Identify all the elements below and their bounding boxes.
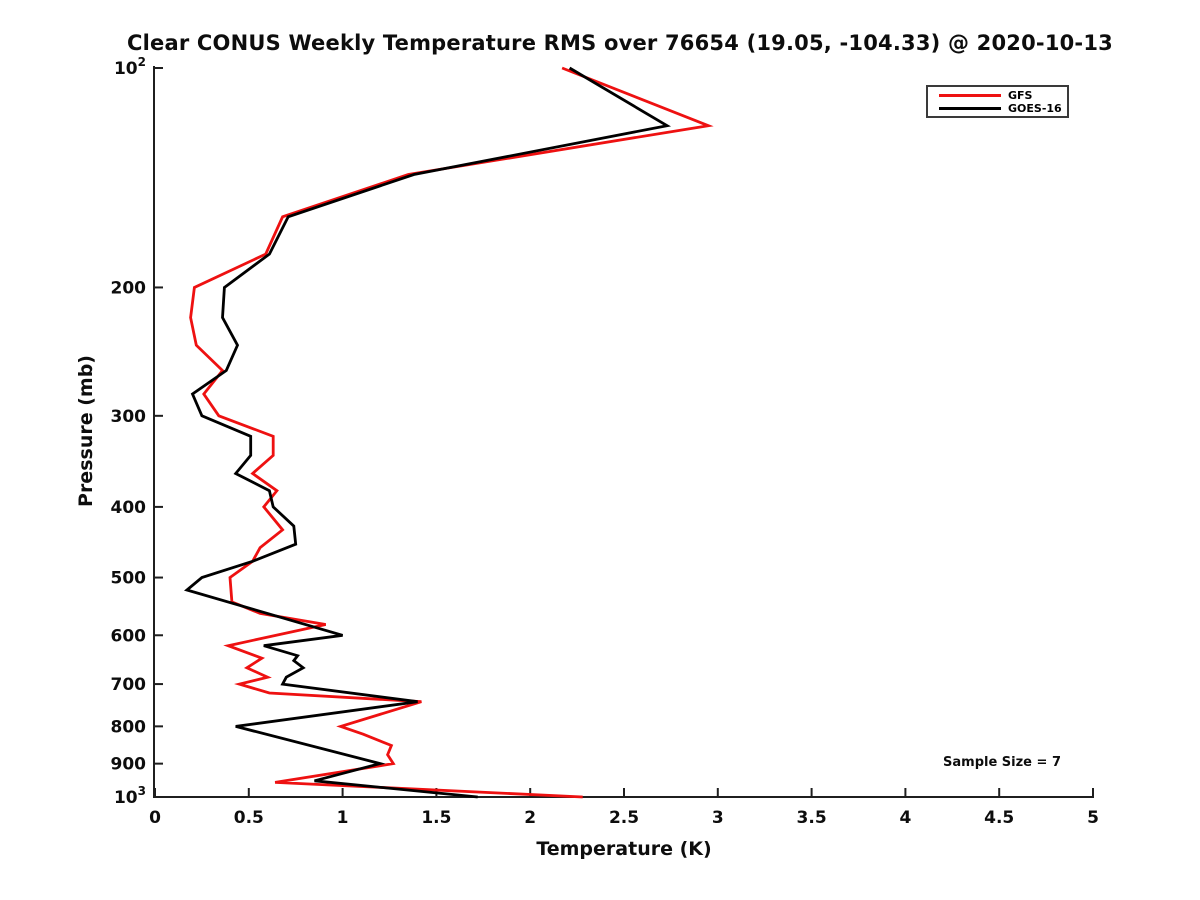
svg-text:900: 900 [111,755,147,775]
svg-text:2: 2 [524,808,536,828]
svg-text:400: 400 [111,498,147,518]
sample-size-label: Sample Size = 7 [943,755,1061,770]
svg-text:2.5: 2.5 [609,808,639,828]
legend-entry-gfs: GFS [928,89,1067,102]
goes16-line-swatch [939,107,1001,110]
svg-text:300: 300 [111,407,147,427]
svg-text:103: 103 [114,784,146,808]
legend-entry-goes16: GOES-16 [928,102,1067,115]
svg-text:700: 700 [111,675,147,695]
svg-text:0: 0 [149,808,161,828]
y-axis-label: Pressure (mb) [75,355,97,507]
svg-text:4.5: 4.5 [984,808,1014,828]
x-axis-label: Temperature (K) [536,838,712,860]
gfs-line-swatch [939,94,1001,97]
svg-text:4: 4 [899,808,911,828]
legend-label-goes16: GOES-16 [1008,102,1062,115]
svg-text:1: 1 [337,808,349,828]
svg-text:0.5: 0.5 [234,808,264,828]
legend: GFS GOES-16 [926,85,1069,118]
page-title: Clear CONUS Weekly Temperature RMS over … [127,31,1113,55]
svg-text:200: 200 [111,278,147,298]
svg-text:1.5: 1.5 [421,808,451,828]
svg-text:102: 102 [114,55,146,79]
svg-text:5: 5 [1087,808,1099,828]
svg-text:600: 600 [111,626,147,646]
legend-label-gfs: GFS [1008,89,1033,102]
svg-text:800: 800 [111,717,147,737]
svg-text:3.5: 3.5 [797,808,827,828]
svg-text:500: 500 [111,569,147,589]
svg-text:3: 3 [712,808,724,828]
